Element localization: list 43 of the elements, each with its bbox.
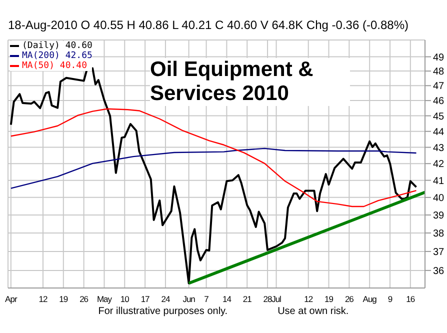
x-tick-label: Jun [182,294,196,304]
text: Oil Equipment & Services 2010 [150,58,350,106]
x-tick-label: May [96,294,113,304]
x-tick-label: 14 [222,294,232,304]
line-series [10,148,417,189]
x-tick-label: 12 [304,294,314,304]
y-tick-label: 39 [433,210,445,222]
line-series [10,108,417,208]
y-tick-label: 49 [433,52,445,64]
x-tick-label: Apr [5,294,18,304]
y-tick-label: 46 [433,96,445,108]
x-tick-label: Jul [272,294,282,304]
y-tick-label: 42 [433,159,445,170]
legend-label: MA(200) 42.65 [21,51,92,61]
x-tick-label: 19 [324,294,334,304]
x-tick-label: 21 [242,294,252,304]
y-tick-label: 43 [433,142,445,154]
legend-label: (Daily) 40.60 [21,41,92,51]
x-tick-label: 19 [59,294,68,304]
y-tick-label: 41 [433,176,445,187]
x-tick-label: 24 [161,294,170,304]
x-tick-label: 16 [406,294,416,304]
text: Use at own risk. [278,306,349,317]
y-tick-label: 36 [433,266,445,277]
x-tick-label: 17 [140,294,150,304]
x-tick-label: 26 [80,294,89,304]
y-tick-label: 37 [433,247,445,258]
y-tick-label: 38 [433,228,445,240]
y-tick-label: 44 [433,126,445,138]
x-tick-label: 10 [120,294,130,304]
y-tick-label: 48 [433,66,445,78]
x-tick-label: 9 [388,294,393,304]
x-tick-label: 26 [344,294,354,304]
y-tick-label: 40 [433,192,445,204]
y-tick-label: 47 [433,81,445,92]
text: For illustrative purposes only. [98,306,228,317]
legend-label: MA(50) 40.40 [21,61,88,71]
chart-subtitle: 18-Aug-2010 O 40.55 H 40.86 L 40.21 C 40.60 V 64.8K Chg -0.36 (-0.88%) [8,18,408,32]
x-tick-label: Aug [362,294,378,304]
x-tick-label: 7 [204,294,210,304]
x-tick-label: 28 [263,294,273,304]
y-tick-label: 45 [433,111,445,122]
x-tick-label: 12 [38,294,48,304]
